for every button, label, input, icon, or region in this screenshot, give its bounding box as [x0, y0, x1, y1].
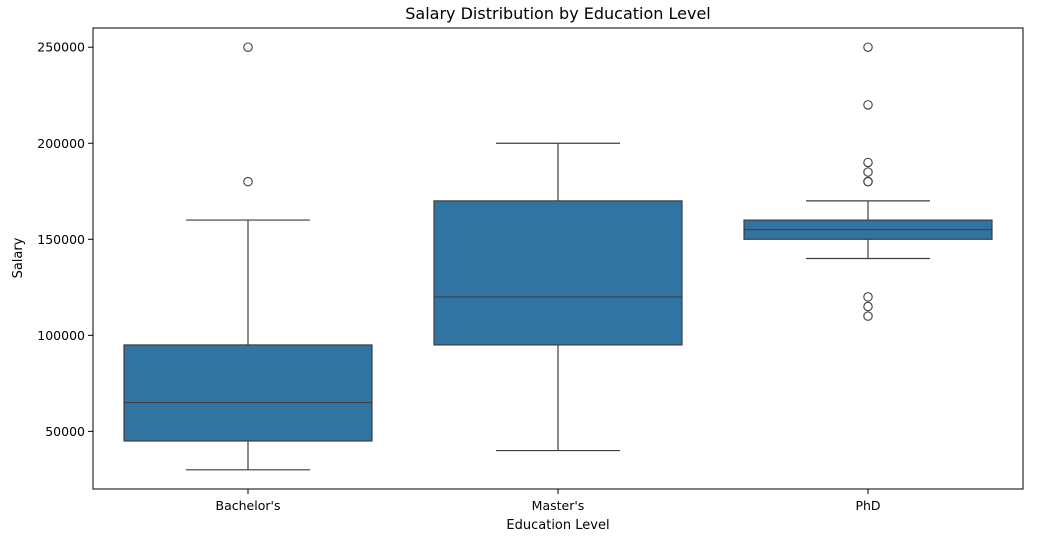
x-axis-label: Education Level	[506, 518, 609, 533]
y-tick-label: 200000	[37, 136, 85, 151]
x-tick-label: PhD	[855, 498, 880, 513]
outlier-point	[243, 42, 253, 52]
outlier-point	[863, 42, 873, 52]
outlier-point	[863, 292, 873, 302]
x-tick-label: Bachelor's	[216, 498, 281, 513]
x-axis: Bachelor's Master's PhD	[216, 489, 881, 513]
y-tick-label: 50000	[45, 424, 85, 439]
y-tick-label: 150000	[37, 232, 85, 247]
iqr-box	[433, 200, 683, 346]
plot-frame	[92, 27, 1024, 490]
outlier-point	[243, 176, 253, 187]
plot-area	[123, 42, 993, 471]
box-group	[743, 42, 993, 321]
iqr-box	[123, 344, 373, 442]
y-tick-label: 250000	[37, 40, 85, 55]
outlier-point	[863, 311, 873, 321]
outlier-point	[863, 157, 873, 168]
outlier-point	[863, 100, 873, 110]
chart-title: Salary Distribution by Education Level	[405, 4, 710, 23]
x-tick-label: Master's	[532, 498, 585, 513]
outlier-point	[863, 301, 873, 312]
outlier-point	[863, 167, 873, 177]
box-group	[123, 42, 373, 471]
outlier-point	[863, 176, 873, 187]
y-axis-label: Salary	[11, 237, 26, 278]
y-axis: 50000 100000 150000 200000 250000	[37, 40, 93, 439]
box-group	[433, 142, 683, 452]
y-tick-label: 100000	[37, 328, 85, 343]
